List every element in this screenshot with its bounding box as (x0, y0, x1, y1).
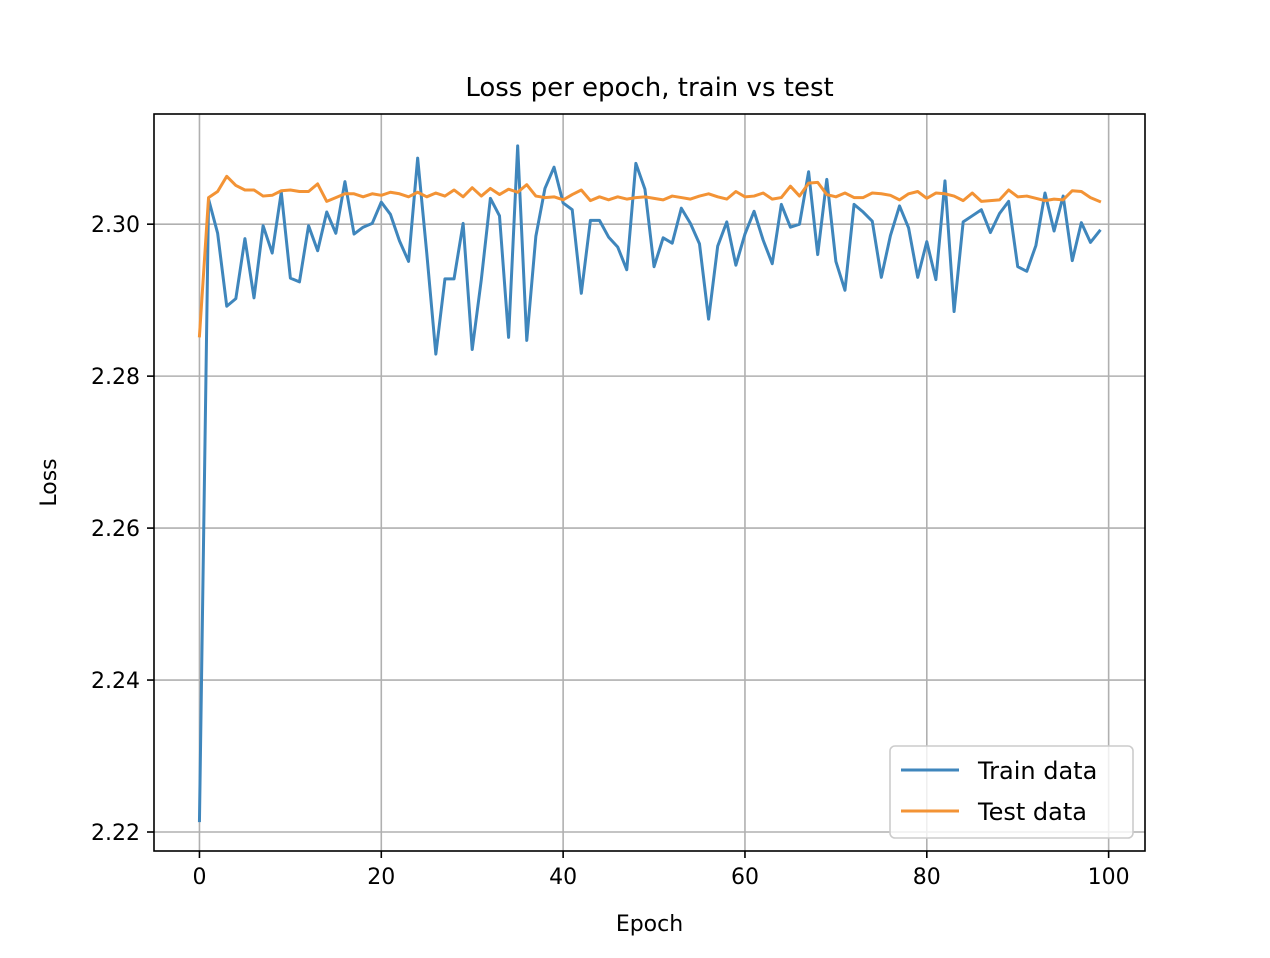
y-tick-label: 2.30 (91, 213, 140, 238)
x-tick-label: 60 (731, 865, 759, 890)
y-tick-label: 2.22 (91, 821, 140, 846)
chart-title: Loss per epoch, train vs test (465, 73, 833, 103)
axis-ticks: 0 20 40 60 80 100 2.22 2.24 2.26 2.28 2.30 (91, 213, 1130, 890)
legend-label-test-data: Test data (977, 798, 1087, 826)
x-tick-label: 40 (549, 865, 577, 890)
y-tick-label: 2.24 (91, 669, 140, 694)
y-tick-label: 2.28 (91, 365, 140, 390)
test-data-line (197, 174, 1102, 338)
x-tick-label: 0 (192, 865, 206, 890)
plot-frame (153, 113, 1146, 852)
y-tick-label: 2.26 (91, 517, 140, 542)
y-axis-label: Loss (37, 458, 62, 506)
train-data-line (197, 144, 1102, 823)
x-tick-label: 100 (1088, 865, 1130, 890)
legend-label-train-data: Train data (977, 757, 1097, 785)
x-tick-label: 80 (913, 865, 941, 890)
x-axis-label: Epoch (616, 912, 683, 937)
series-layer (197, 144, 1102, 823)
legend: Train data Test data (889, 745, 1134, 839)
x-tick-label: 20 (367, 865, 395, 890)
